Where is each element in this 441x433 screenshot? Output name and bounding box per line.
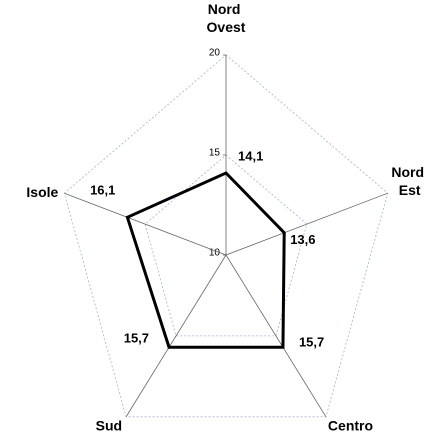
category-label: Nord Est [391, 164, 428, 198]
value-label: 14,1 [238, 148, 263, 163]
axis-line [64, 192, 227, 256]
grid-line [144, 154, 308, 337]
category-label: Sud [96, 418, 122, 433]
tick-label: 10 [209, 248, 221, 259]
category-label: Centro [328, 418, 373, 433]
tick-label: 15 [209, 148, 221, 159]
value-label: 15,7 [299, 335, 324, 350]
axis-line [125, 254, 227, 418]
axis-line [225, 192, 388, 256]
category-label: Isole [26, 184, 58, 200]
value-label: 16,1 [90, 183, 115, 198]
value-label: 15,7 [124, 331, 149, 346]
axis-line [225, 254, 327, 418]
data-line [125, 171, 286, 349]
tick-label: 20 [209, 48, 221, 59]
category-label: Nord Ovest [207, 1, 246, 35]
grid-line [63, 54, 389, 418]
value-label: 13,6 [290, 232, 315, 247]
